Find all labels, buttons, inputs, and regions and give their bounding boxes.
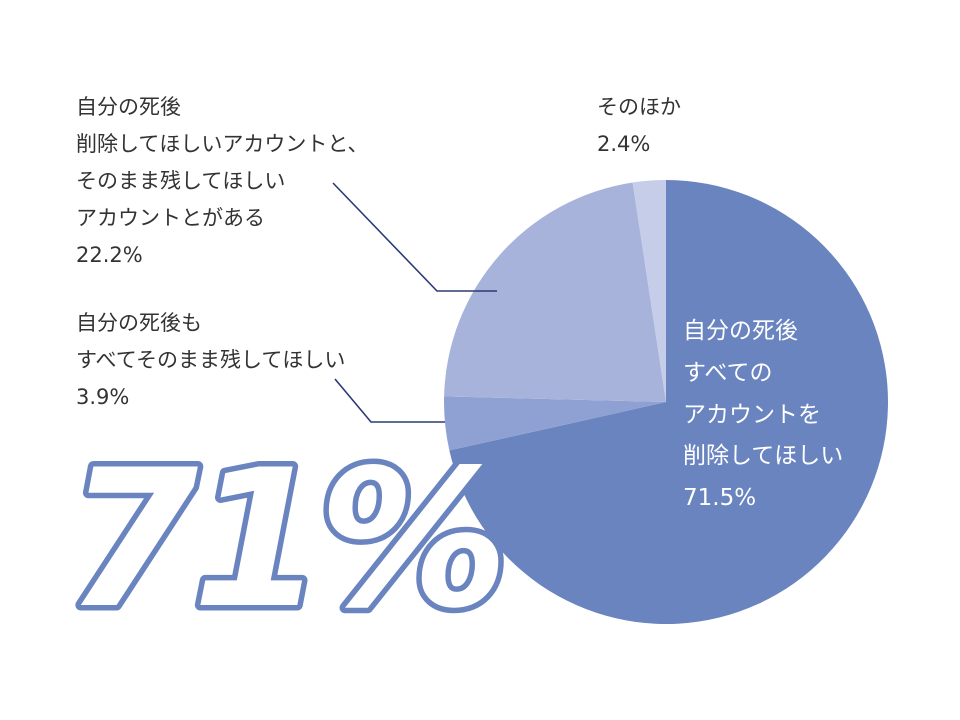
label-mixed-line-1: 自分の死後 <box>76 95 181 119</box>
pie-slice-keep-all <box>444 396 666 451</box>
label-mixed-value: 22.2% <box>76 243 143 267</box>
label-delete-all-line-3: アカウントを <box>683 402 821 428</box>
label-mixed-line-4: アカウントとがある <box>76 206 265 230</box>
label-delete-all: 自分の死後 すべての アカウントを 削除してほしい 71.5% <box>683 318 843 511</box>
label-other-line-1: そのほか <box>597 95 681 119</box>
label-delete-all-line-4: 削除してほしい <box>683 443 843 469</box>
label-keep-all: 自分の死後も すべてそのまま残してほしい 3.9% <box>76 311 345 409</box>
pie-slices <box>444 180 889 624</box>
label-keep-all-line-2: すべてそのまま残してほしい <box>76 348 345 372</box>
label-keep-all-line-1: 自分の死後も <box>76 311 202 335</box>
label-delete-all-line-2: すべての <box>683 360 772 386</box>
label-delete-all-line-1: 自分の死後 <box>683 318 798 344</box>
label-mixed-line-3: そのまま残してほしい <box>76 169 285 193</box>
pie-slice-mixed <box>444 182 666 402</box>
pie-slice-other <box>632 180 666 402</box>
label-mixed: 自分の死後 削除してほしいアカウントと、 そのまま残してほしい アカウントとがあ… <box>76 95 369 267</box>
label-delete-all-value: 71.5% <box>683 485 756 511</box>
label-other-value: 2.4% <box>597 132 650 156</box>
label-keep-all-value: 3.9% <box>76 385 129 409</box>
leader-line-keep-all <box>334 378 445 423</box>
label-other: そのほか 2.4% <box>597 95 681 156</box>
highlight-percentage: 71% <box>66 429 503 650</box>
leader-line-mixed <box>332 182 497 292</box>
label-mixed-line-2: 削除してほしいアカウントと、 <box>76 132 369 156</box>
pie-slice-delete-all <box>449 180 889 624</box>
